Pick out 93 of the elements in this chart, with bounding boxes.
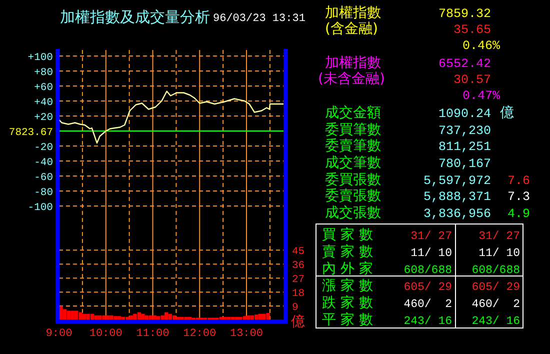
bar (133, 314, 137, 320)
y-tick-label: +60 (34, 82, 53, 94)
text: 委買張數 (325, 172, 381, 188)
bar (168, 314, 172, 320)
bar (110, 315, 114, 320)
y-tick-label: -40 (34, 157, 53, 169)
text: 1090.24 (438, 107, 491, 121)
bar (156, 316, 160, 320)
bar (160, 315, 164, 320)
text: 31/ 27 (478, 230, 520, 243)
bar (118, 316, 122, 320)
text: 成交筆數 (325, 155, 381, 171)
text: (未含金融) (318, 71, 385, 87)
y2-tick-label: 45 (292, 246, 305, 258)
y-tick-label: -80 (34, 187, 53, 199)
y-tick-label: +40 (34, 97, 53, 109)
text: 4.9 (507, 207, 530, 221)
text: 委買筆數 (325, 122, 381, 138)
bar (94, 315, 98, 320)
text: 內 外 家 (322, 261, 373, 277)
bar (74, 310, 78, 320)
bar (59, 306, 63, 320)
text: 811,251 (438, 140, 491, 154)
text: 成交金額 (325, 105, 381, 121)
text: 買 家 數 (322, 227, 373, 243)
text: 億 (500, 105, 514, 121)
y-tick-label: +100 (28, 52, 53, 64)
bar (66, 310, 71, 320)
text: 30.57 (453, 73, 491, 87)
bar (266, 313, 270, 320)
x-tick-label: 9:00 (46, 328, 72, 340)
y2-tick-label: 9 (292, 302, 298, 314)
y2-axis-title: 億 (291, 314, 305, 330)
text: 平 家 數 (322, 312, 373, 328)
text: 加權指數 (325, 55, 381, 71)
text: 780,167 (438, 157, 491, 171)
text: 35.65 (453, 23, 491, 37)
bar (102, 315, 106, 320)
y-tick-label: +80 (34, 67, 53, 79)
text: (含金融) (325, 21, 378, 37)
line-series (58, 90, 285, 144)
bar (70, 310, 74, 320)
y2-tick-label: 36 (292, 260, 305, 272)
text: 3,836,956 (423, 207, 491, 221)
x-tick-label: 13:00 (230, 328, 264, 340)
x-tick-label: 10:00 (89, 328, 122, 340)
text: 605/ 29 (472, 281, 520, 294)
bar (137, 312, 142, 320)
text: 737,230 (438, 124, 491, 138)
bar (78, 312, 82, 320)
text: 5,597,972 (423, 174, 491, 188)
y-tick-label: -100 (28, 202, 53, 214)
y-tick-label: -60 (34, 172, 53, 184)
text: 7.6 (507, 174, 530, 188)
text: 6552.42 (438, 57, 491, 71)
text: 243/ 16 (404, 315, 452, 328)
text: 賣 家 數 (322, 244, 373, 260)
text: 7.3 (507, 190, 530, 204)
text: 委賣張數 (325, 188, 381, 204)
text: 11/ 10 (478, 247, 520, 260)
text: 7859.32 (438, 7, 491, 21)
y-tick-label: +20 (34, 112, 53, 124)
text: 加權指數 (325, 5, 381, 21)
text: 31/ 27 (410, 230, 452, 243)
text: 5,888,371 (423, 190, 491, 204)
text: 605/ 29 (404, 281, 452, 294)
y2-tick-label: 27 (292, 274, 305, 286)
text: 460/ 2 (472, 298, 520, 311)
text: 委賣筆數 (325, 138, 381, 154)
text: 608/688 (404, 264, 452, 277)
bar (62, 309, 66, 320)
text: 243/ 16 (472, 315, 520, 328)
text: 7823.67 (8, 127, 53, 139)
text: 0.46% (462, 39, 500, 53)
text: 漲 家 數 (322, 278, 373, 294)
text: 460/ 2 (404, 298, 452, 311)
text: 成交張數 (325, 205, 381, 221)
text: 跌 家 數 (322, 295, 373, 311)
text: 0.47% (462, 89, 500, 103)
text: 11/ 10 (410, 247, 452, 260)
x-tick-label: 11:00 (136, 328, 170, 340)
bar (246, 315, 250, 320)
x-tick-label: 12:00 (183, 328, 216, 340)
chart-title: 加權指數及成交量分析 (60, 8, 210, 26)
bar (164, 312, 168, 320)
bar (149, 315, 153, 320)
bar (141, 314, 145, 320)
text: 608/688 (472, 264, 520, 277)
y2-tick-label: 18 (292, 288, 305, 300)
bar (86, 314, 90, 320)
bar (258, 314, 262, 320)
chart-subtitle: 96/03/23 13:31 (213, 13, 306, 25)
y-tick-label: -20 (34, 142, 53, 154)
